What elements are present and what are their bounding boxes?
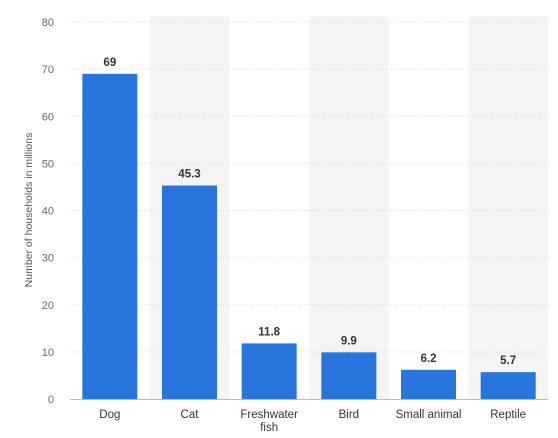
y-tick-label: 20 [42,300,54,312]
x-category-label: Freshwater fish [240,409,298,434]
x-category-label: Cat [181,409,200,421]
column-shading [149,16,548,399]
y-axis-title: Number of households in millions [23,133,35,288]
data-label: 45.3 [178,169,200,181]
data-labels: 69 45.3 11.8 9.9 6.2 5.7 [103,57,516,367]
data-label: 9.9 [341,335,357,347]
data-label: 5.7 [500,355,516,367]
y-tick-label: 60 [42,111,54,123]
bar [82,73,138,400]
bar [321,352,377,399]
column-shade [309,16,389,399]
y-tick-label: 50 [42,158,54,170]
bar [401,369,456,399]
y-tick-label: 40 [42,206,54,218]
x-category-label: Reptile [490,409,526,421]
y-tick-label: 10 [42,347,54,359]
x-category-label: Dog [99,409,120,421]
x-category-label: Small animal [396,409,462,421]
bar [241,343,297,399]
data-label: 69 [103,57,116,69]
x-category-label: Bird [339,409,359,421]
column-shade [468,16,548,399]
y-tick-label: 0 [48,394,54,406]
data-label: 6.2 [421,353,437,365]
x-axis-categories: Dog Cat Freshwater fish Bird Small animal Rept… [99,409,526,434]
y-tick-label: 80 [42,17,54,29]
bar [480,372,536,399]
data-label: 11.8 [258,326,280,338]
y-axis-ticks: 0 10 20 30 40 50 60 70 80 [42,17,54,406]
bar [162,185,217,399]
y-tick-label: 30 [42,253,54,265]
y-tick-label: 70 [42,64,54,76]
bars [82,73,536,400]
